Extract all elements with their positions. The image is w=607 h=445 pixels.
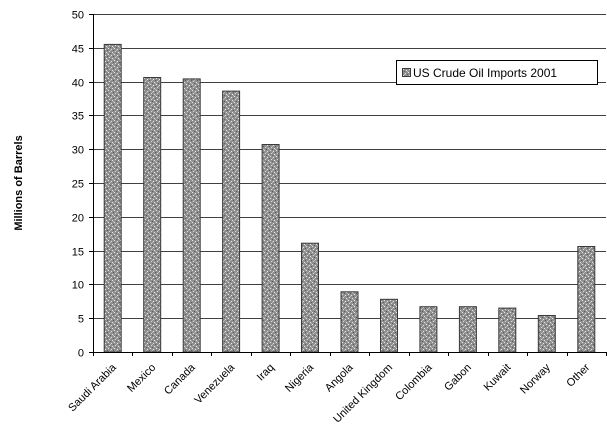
bar-angola: [340, 291, 359, 353]
x-tick-label: Gabon: [442, 362, 474, 394]
y-tick-label: 25: [72, 179, 84, 191]
x-tick-label: Colombia: [393, 361, 435, 403]
y-tick-label: 20: [72, 213, 84, 225]
bar-canada: [182, 78, 201, 353]
bar-norway: [537, 315, 556, 353]
y-tick-label: 0: [78, 348, 84, 360]
gridlines: [89, 14, 606, 353]
y-tick-label: 35: [72, 111, 84, 123]
bar-mexico: [143, 77, 162, 353]
y-axis-title: Millions of Barrels: [13, 135, 25, 230]
x-tick-label: Kuwait: [482, 362, 514, 394]
legend: US Crude Oil Imports 2001: [396, 60, 598, 85]
bar-nigeria: [301, 242, 319, 353]
x-tick-label: Norway: [518, 361, 553, 396]
x-tick-label: Saudi Arabia: [66, 361, 119, 414]
legend-entry: US Crude Oil Imports 2001: [413, 66, 557, 80]
x-tick-label: Nigeria: [283, 361, 317, 395]
y-tick-label: 45: [72, 44, 84, 56]
bar-kuwait: [498, 307, 517, 353]
x-tick-label: Other: [564, 361, 592, 389]
bar-united-kingdom: [380, 298, 398, 353]
y-tick-label: 40: [72, 78, 84, 90]
bar-saudi-arabia: [103, 43, 122, 353]
legend-box: [396, 60, 598, 85]
x-tick-label: Iraq: [255, 362, 277, 384]
x-tick-label: Angola: [323, 361, 356, 394]
bar-colombia: [419, 306, 438, 353]
y-tick-label: 10: [72, 280, 84, 292]
y-tick-label: 15: [72, 247, 84, 259]
y-tick-labels: 0 5 10 15 20 25 30 35 40 45 50: [72, 10, 84, 360]
bar-gabon: [458, 306, 477, 353]
y-tick-label: 30: [72, 145, 84, 157]
y-tick-label: 5: [78, 314, 84, 326]
axes: [93, 14, 607, 356]
bar-iraq: [261, 144, 280, 353]
bar-venezuela: [222, 90, 241, 353]
x-tick-label: Venezuela: [192, 361, 237, 406]
bar-other: [577, 246, 596, 353]
x-tick-label: Mexico: [125, 362, 158, 395]
y-tick-label: 50: [72, 10, 84, 22]
legend-swatch: [402, 68, 411, 77]
bars: [103, 43, 596, 353]
x-tick-label: Canada: [162, 361, 198, 397]
